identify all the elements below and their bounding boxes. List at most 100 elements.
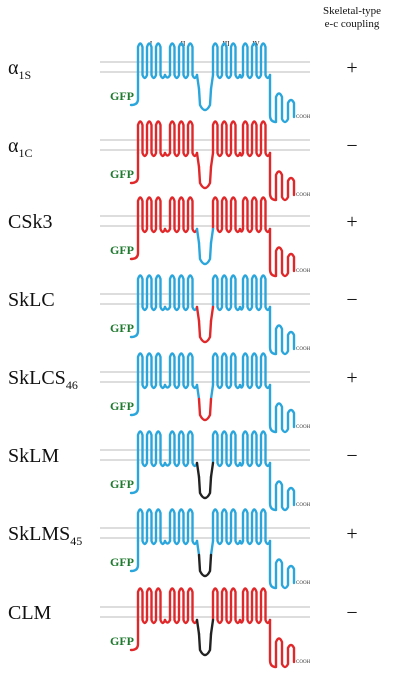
gfp-label: GFP: [110, 321, 134, 335]
gfp-label: GFP: [110, 167, 134, 181]
repeat-domain: [211, 430, 242, 468]
cooh-label: COOH: [296, 193, 311, 198]
linker: [163, 227, 172, 233]
repeat-domain: [211, 274, 242, 312]
linker: [163, 383, 172, 389]
construct-base: SkLM: [8, 445, 59, 467]
repeat-domain: [241, 508, 272, 546]
construct-subscript: 46: [66, 378, 78, 392]
loop-upper: [195, 539, 215, 557]
repeat-domain: [168, 430, 199, 468]
loop-upper: [195, 618, 215, 636]
cooh-label: COOH: [296, 581, 311, 586]
n-terminus: [129, 73, 140, 107]
linker: [238, 539, 245, 545]
construct-base: α: [8, 57, 19, 79]
repeat-domain: [211, 42, 242, 80]
loop-lower: [197, 397, 213, 422]
construct-subscript: 1C: [18, 146, 32, 160]
repeat-domain: [241, 42, 272, 80]
repeat-domain: [136, 587, 167, 625]
c-terminus: [268, 618, 296, 669]
construct-base: SkLC: [8, 289, 55, 311]
repeat-domain: [241, 430, 272, 468]
repeat-domain: [136, 274, 167, 312]
repeat-domain: [211, 508, 242, 546]
c-terminus: [268, 305, 296, 356]
construct-base: α: [8, 135, 19, 157]
loop-lower: [197, 319, 213, 344]
c-terminus: [268, 461, 296, 512]
repeat-domain: [168, 587, 199, 625]
loop-lower: [197, 475, 213, 500]
c-terminus: [268, 383, 296, 434]
gfp-label: GFP: [110, 89, 134, 103]
linker: [163, 151, 172, 157]
gfp-label: GFP: [110, 634, 134, 648]
loop-upper: [195, 383, 215, 401]
loop-lower: [197, 241, 213, 266]
construct-name: SkLCS46: [8, 367, 78, 392]
loop-lower: [197, 632, 213, 657]
repeat-domain: [211, 120, 242, 158]
c-terminus: [268, 539, 296, 590]
loop-lower: [197, 87, 213, 112]
coupling-sign: +: [346, 367, 357, 389]
repeat-domain: [241, 274, 272, 312]
construct-name: SkLC: [8, 289, 55, 311]
construct-name: CLM: [8, 602, 52, 624]
construct-name: α1S: [8, 57, 31, 82]
linker: [238, 151, 245, 157]
repeat-domain: [211, 196, 242, 234]
linker: [238, 461, 245, 467]
linker: [238, 383, 245, 389]
construct-name: CSk3: [8, 211, 52, 233]
construct-base: CSk3: [8, 211, 52, 233]
repeat-domain: [168, 274, 199, 312]
c-terminus: [268, 227, 296, 278]
gfp-label: GFP: [110, 243, 134, 257]
loop-upper: [195, 227, 215, 245]
repeat-domain: [136, 196, 167, 234]
loop-upper: [195, 305, 215, 323]
gfp-label: GFP: [110, 555, 134, 569]
construct-base: SkLMS: [8, 523, 70, 545]
repeat-domain: [136, 430, 167, 468]
construct-subscript: 45: [70, 534, 82, 548]
repeat-domain: [168, 42, 199, 80]
repeat-domain: [168, 352, 199, 390]
loop-upper: [195, 73, 215, 91]
linker: [163, 461, 172, 467]
linker: [163, 73, 172, 79]
loop-lower: [197, 165, 213, 190]
cooh-label: COOH: [296, 425, 311, 430]
repeat-domain: [168, 196, 199, 234]
coupling-sign: −: [346, 445, 357, 467]
construct-name: α1C: [8, 135, 33, 160]
c-terminus: [268, 73, 296, 124]
construct-name: SkLM: [8, 445, 59, 467]
repeat-domain: [168, 508, 199, 546]
loop-lower: [197, 553, 213, 578]
linker: [238, 305, 245, 311]
linker: [163, 618, 172, 624]
n-terminus: [129, 305, 140, 339]
linker: [163, 539, 172, 545]
n-terminus: [129, 227, 140, 261]
n-terminus: [129, 461, 140, 495]
n-terminus: [129, 539, 140, 573]
gfp-label: GFP: [110, 399, 134, 413]
loop-upper: [195, 151, 215, 169]
repeat-domain: [241, 587, 272, 625]
cooh-label: COOH: [296, 660, 311, 665]
cooh-label: COOH: [296, 503, 311, 508]
repeat-domain: [168, 120, 199, 158]
repeat-domain: [136, 508, 167, 546]
n-terminus: [129, 618, 140, 652]
linker: [238, 73, 245, 79]
cooh-label: COOH: [296, 115, 311, 120]
header-line: e-c coupling: [325, 18, 380, 30]
cooh-label: COOH: [296, 347, 311, 352]
repeat-domain: [136, 42, 167, 80]
